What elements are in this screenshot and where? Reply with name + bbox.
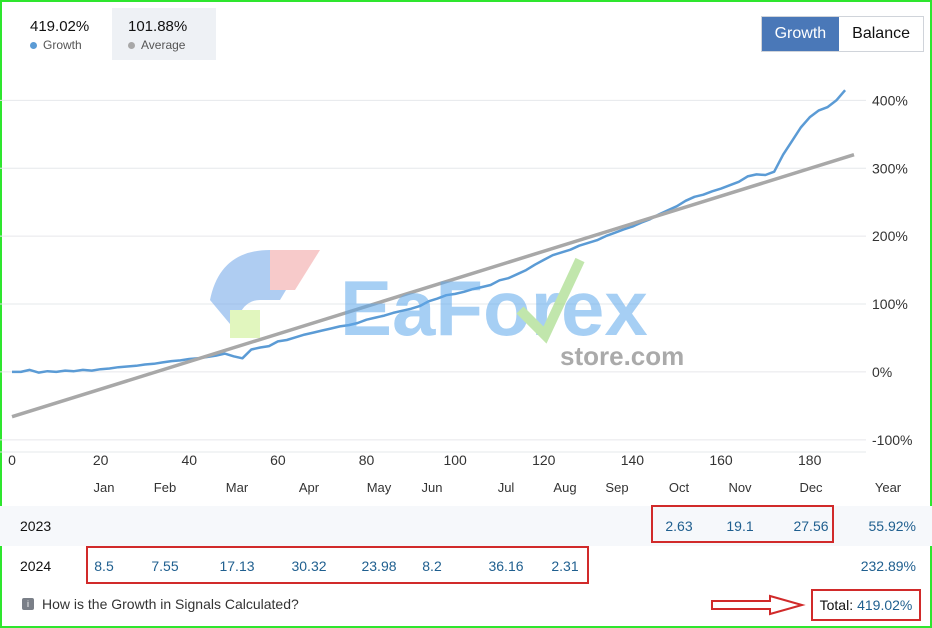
x-tick-label: 160 <box>709 452 733 468</box>
x-tick-label: 20 <box>93 452 109 468</box>
month-value-cell[interactable]: 30.32 <box>291 558 327 574</box>
row-year-label: 2023 <box>20 518 52 534</box>
growth-stat: 419.02% Growth <box>14 8 110 60</box>
highlight-box-2023 <box>651 505 834 543</box>
chart-mode-toggle: Growth Balance <box>760 16 924 52</box>
month-header-row: Jan Feb Mar Apr May Jun Jul Aug Sep Oct Nov Dec Year <box>0 480 932 500</box>
x-tick-label: 40 <box>181 452 197 468</box>
watermark-brand-text: EaForex <box>340 264 648 352</box>
y-tick-label: 300% <box>872 160 908 176</box>
growth-label: Growth <box>43 38 82 52</box>
month-header-mar: Mar <box>225 480 249 495</box>
row-year-label: 2024 <box>20 558 52 574</box>
month-value-cell[interactable]: 2.31 <box>551 558 579 574</box>
info-icon: i <box>22 598 34 610</box>
x-tick-label: 0 <box>8 452 16 468</box>
growth-help-text: How is the Growth in Signals Calculated? <box>42 596 299 612</box>
year-header: Year <box>874 480 902 495</box>
series-line-growth <box>12 89 847 374</box>
month-value-cell[interactable]: 2.63 <box>665 518 693 534</box>
month-header-jan: Jan <box>93 480 115 495</box>
table-row-2023: 2023 2.63 19.1 27.56 55.92% <box>0 506 932 546</box>
x-tick-label: 180 <box>798 452 822 468</box>
growth-chart: 400% 300% 200% 100% 0% -100% 0 20 40 60 80 100 120 14… <box>0 89 912 468</box>
growth-legend-dot <box>30 41 37 49</box>
month-header-oct: Oct <box>668 480 690 495</box>
watermark-shape-red <box>270 250 320 290</box>
x-tick-label: 120 <box>532 452 556 468</box>
x-tick-label: 140 <box>621 452 645 468</box>
y-tick-label: 0% <box>872 364 892 380</box>
average-stat[interactable]: 101.88% Average <box>112 8 216 60</box>
month-header-dec: Dec <box>799 480 823 495</box>
table-row-2024: 2024 8.5 7.55 17.13 30.32 23.98 8.2 36.16 2.31 23… <box>0 546 932 586</box>
month-value-cell[interactable]: 8.2 <box>422 558 442 574</box>
growth-value: 419.02% <box>30 18 90 35</box>
month-header-apr: Apr <box>298 480 320 495</box>
total-label: Total: <box>819 597 854 613</box>
x-tick-label: 80 <box>359 452 375 468</box>
month-value-cell[interactable]: 7.55 <box>151 558 179 574</box>
month-header-feb: Feb <box>153 480 177 495</box>
growth-help-link[interactable]: i How is the Growth in Signals Calculate… <box>22 596 299 612</box>
watermark-shape-green <box>230 310 260 338</box>
average-legend-dot <box>128 41 135 49</box>
total-value: 419.02% <box>857 597 913 613</box>
y-tick-label: 400% <box>872 92 908 108</box>
month-header-aug: Aug <box>553 480 577 495</box>
row-year-total: 55.92% <box>868 518 916 534</box>
month-value-cell[interactable]: 19.1 <box>726 518 754 534</box>
month-header-jun: Jun <box>421 480 443 495</box>
series-line-average <box>11 153 855 419</box>
watermark-sub-text: store.com <box>560 341 684 370</box>
y-tick-label: 100% <box>872 296 908 312</box>
x-tick-label: 100 <box>443 452 467 468</box>
balance-tab-button[interactable]: Balance <box>839 17 923 51</box>
highlight-box-2024 <box>86 546 589 584</box>
arrow-right-icon <box>711 594 806 616</box>
month-header-may: May <box>366 480 392 495</box>
month-value-cell[interactable]: 27.56 <box>793 518 829 534</box>
month-value-cell[interactable]: 17.13 <box>219 558 255 574</box>
y-tick-label: -100% <box>872 432 912 448</box>
month-header-sep: Sep <box>605 480 629 495</box>
month-header-nov: Nov <box>728 480 752 495</box>
average-value: 101.88% <box>128 18 188 35</box>
watermark-check-icon <box>516 257 585 344</box>
x-tick-label: 60 <box>270 452 286 468</box>
watermark-logo: EaForex store.com <box>210 250 684 370</box>
total-box: Total: 419.02% <box>811 589 921 621</box>
month-value-cell[interactable]: 8.5 <box>94 558 114 574</box>
y-tick-label: 200% <box>872 228 908 244</box>
average-label: Average <box>141 38 186 52</box>
month-value-cell[interactable]: 23.98 <box>361 558 397 574</box>
row-year-total: 232.89% <box>860 558 916 574</box>
month-header-jul: Jul <box>497 480 515 495</box>
growth-tab-button[interactable]: Growth <box>761 17 840 51</box>
month-value-cell[interactable]: 36.16 <box>488 558 524 574</box>
